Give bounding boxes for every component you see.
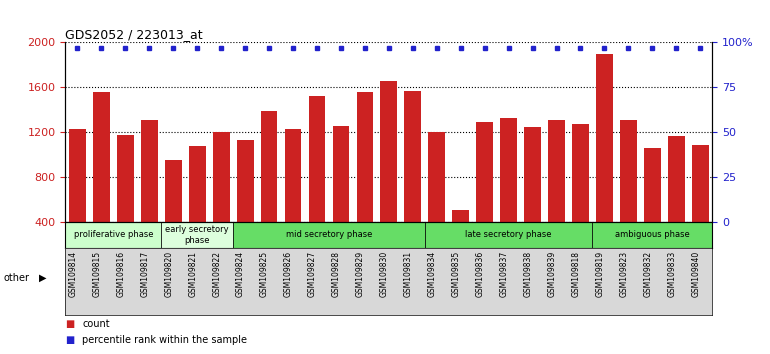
Text: GSM109818: GSM109818: [571, 251, 581, 297]
Bar: [233, 222, 425, 248]
Bar: [333, 126, 350, 222]
Text: ■: ■: [65, 335, 75, 345]
Text: GSM109822: GSM109822: [213, 251, 221, 297]
Bar: [500, 118, 517, 222]
Bar: [425, 222, 592, 248]
Bar: [309, 96, 326, 222]
Bar: [404, 91, 421, 222]
Text: GSM109826: GSM109826: [284, 251, 293, 297]
Text: percentile rank within the sample: percentile rank within the sample: [82, 335, 247, 345]
Bar: [592, 222, 712, 248]
Text: GSM109816: GSM109816: [116, 251, 126, 297]
Text: GSM109831: GSM109831: [403, 251, 413, 297]
Bar: [261, 111, 277, 222]
Text: ambiguous phase: ambiguous phase: [615, 230, 690, 239]
Bar: [213, 132, 229, 222]
Bar: [69, 129, 85, 222]
Text: GSM109837: GSM109837: [500, 251, 509, 297]
Text: ■: ■: [65, 319, 75, 329]
Bar: [161, 222, 233, 248]
Text: GSM109833: GSM109833: [668, 251, 676, 297]
Text: mid secretory phase: mid secretory phase: [286, 230, 372, 239]
Bar: [117, 135, 134, 222]
Text: ▶: ▶: [38, 273, 46, 283]
Bar: [380, 81, 397, 222]
Text: GSM109827: GSM109827: [308, 251, 317, 297]
Text: other: other: [4, 273, 30, 283]
Text: early secretory
phase: early secretory phase: [166, 225, 229, 245]
Text: GSM109828: GSM109828: [332, 251, 341, 297]
Text: GSM109835: GSM109835: [452, 251, 460, 297]
Text: GSM109825: GSM109825: [260, 251, 269, 297]
Bar: [65, 222, 161, 248]
Text: GSM109839: GSM109839: [547, 251, 557, 297]
Bar: [165, 160, 182, 222]
Text: GSM109814: GSM109814: [69, 251, 78, 297]
Text: GSM109820: GSM109820: [164, 251, 173, 297]
Bar: [596, 54, 613, 222]
Bar: [189, 146, 206, 222]
Text: count: count: [82, 319, 110, 329]
Text: GSM109819: GSM109819: [595, 251, 604, 297]
Text: GSM109815: GSM109815: [92, 251, 102, 297]
Bar: [668, 136, 685, 222]
Bar: [428, 132, 445, 222]
Bar: [524, 127, 541, 222]
Text: GDS2052 / 223013_at: GDS2052 / 223013_at: [65, 28, 203, 41]
Text: late secretory phase: late secretory phase: [465, 230, 552, 239]
Bar: [692, 145, 708, 222]
Text: GSM109821: GSM109821: [188, 251, 197, 297]
Text: GSM109834: GSM109834: [428, 251, 437, 297]
Text: GSM109832: GSM109832: [644, 251, 652, 297]
Bar: [452, 210, 469, 222]
Bar: [572, 125, 589, 222]
Text: GSM109817: GSM109817: [140, 251, 149, 297]
Bar: [141, 120, 158, 222]
Text: GSM109836: GSM109836: [476, 251, 484, 297]
Text: GSM109824: GSM109824: [236, 251, 245, 297]
Bar: [357, 92, 373, 222]
Bar: [285, 129, 301, 222]
Bar: [644, 148, 661, 222]
Text: proliferative phase: proliferative phase: [74, 230, 153, 239]
Bar: [620, 120, 637, 222]
Bar: [93, 92, 110, 222]
Text: GSM109838: GSM109838: [524, 251, 533, 297]
Text: GSM109829: GSM109829: [356, 251, 365, 297]
Text: GSM109823: GSM109823: [619, 251, 628, 297]
Bar: [548, 120, 565, 222]
Text: GSM109840: GSM109840: [691, 251, 700, 297]
Bar: [477, 122, 493, 222]
Text: GSM109830: GSM109830: [380, 251, 389, 297]
Bar: [236, 140, 253, 222]
